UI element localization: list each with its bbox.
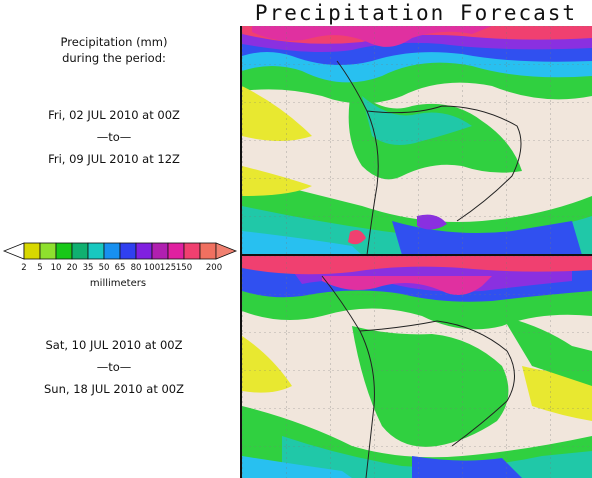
panel-divider [240,254,592,256]
legend-tick-label: 150 [176,263,192,273]
legend-swatch [151,242,169,260]
period-1-start: Fri, 02 JUL 2010 at 00Z [48,108,180,122]
color-scale-legend: 2 5 10 20 35 50 65 80 100 125 150 200 [2,242,238,273]
legend-swatch [39,242,57,260]
legend-left-arrow [2,242,25,260]
legend-swatch [55,242,73,260]
period-2-label: Sat, 10 JUL 2010 at 00Z —to— Sun, 18 JUL… [0,334,228,400]
heading-line-2: during the period: [62,51,166,65]
legend-unit-label: millimeters [89,278,147,289]
legend-right-arrow [215,242,238,260]
legend-swatch [135,242,153,260]
period-1-separator: —to— [96,130,132,144]
legend-tick-label: 125 [160,263,176,273]
legend-swatch [199,242,217,260]
period-2-separator: —to— [96,360,132,374]
period-2-start: Sat, 10 JUL 2010 at 00Z [45,338,183,352]
legend-swatch [23,242,41,260]
legend-heading: Precipitation (mm) during the period: [0,34,228,66]
legend-tick-label: 200 [206,263,222,273]
heading-line-1: Precipitation (mm) [60,35,168,49]
period-1-label: Fri, 02 JUL 2010 at 00Z —to— Fri, 09 JUL… [0,104,228,170]
legend-tick-label: 65 [115,263,126,273]
legend-tick-label: 2 [21,263,26,273]
legend-tick-label: 80 [131,263,142,273]
legend-swatch [119,242,137,260]
period-1-end: Fri, 09 JUL 2010 at 12Z [48,152,180,166]
forecast-map-period-2 [240,256,592,478]
legend-tick-label: 50 [99,263,110,273]
period-2-end: Sun, 18 JUL 2010 at 00Z [44,382,184,396]
legend-tick-label: 5 [37,263,42,273]
legend-tick-label: 20 [67,263,78,273]
legend-swatch [183,242,201,260]
legend-swatch [167,242,185,260]
legend-tick-label: 100 [144,263,160,273]
legend-tick-label: 10 [51,263,62,273]
legend-swatch [103,242,121,260]
page-title: Precipitation Forecast [254,1,578,25]
legend-swatch [71,242,89,260]
forecast-map-period-1 [240,26,592,255]
legend-swatch [87,242,105,260]
legend-tick-label: 35 [83,263,94,273]
